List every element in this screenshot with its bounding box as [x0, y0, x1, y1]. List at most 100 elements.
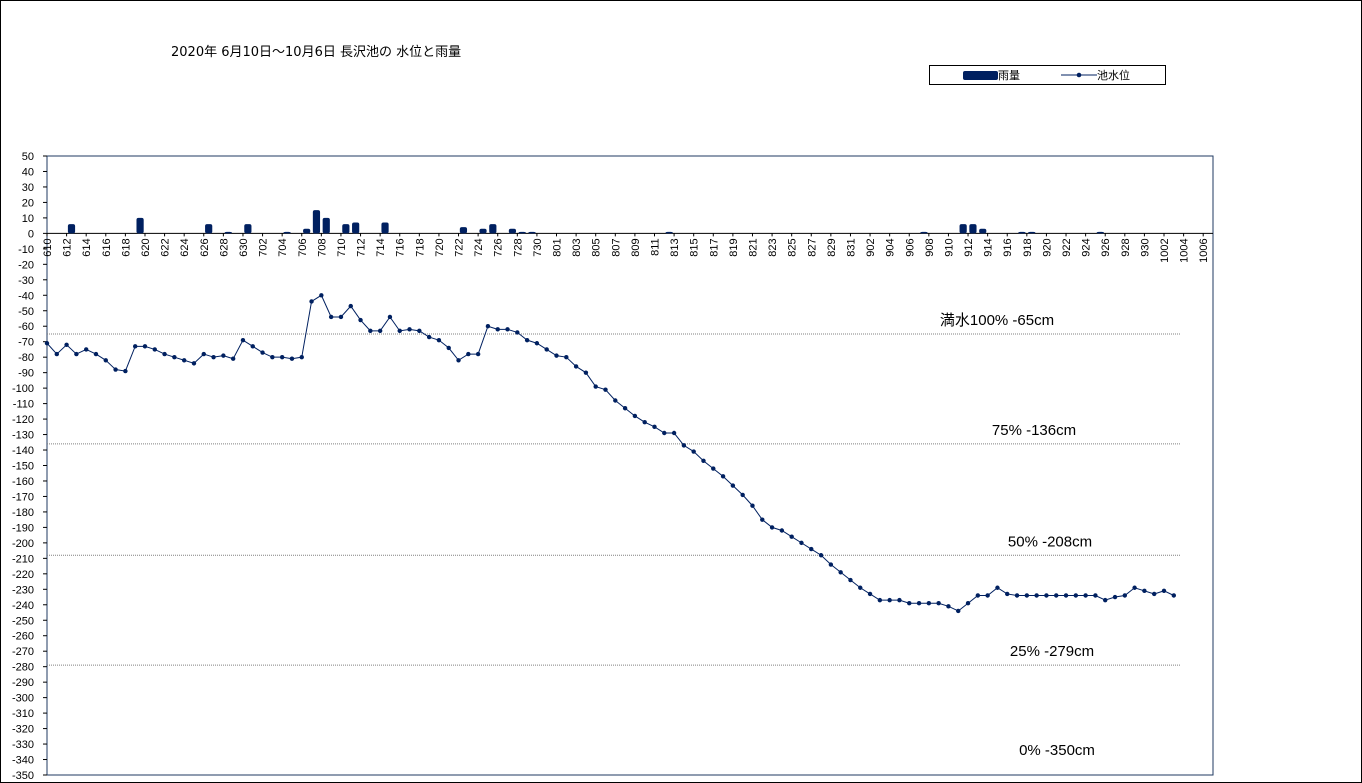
y-tick-label: -130 [12, 430, 34, 442]
water-level-point [662, 430, 667, 436]
water-level-point [505, 327, 510, 332]
water-level-point [1142, 588, 1147, 594]
water-level-point [181, 358, 187, 363]
water-level-point [368, 328, 373, 334]
rainfall-bar [479, 228, 487, 234]
x-tick-label: 904 [885, 238, 897, 256]
water-level-point [485, 324, 491, 329]
rainfall-bar [342, 224, 350, 234]
water-level-point [789, 534, 794, 539]
x-tick-label: 920 [1041, 238, 1053, 256]
water-level-point [1103, 597, 1108, 603]
water-level-point [887, 597, 892, 603]
water-level-point [534, 341, 540, 346]
y-tick-label: -10 [18, 244, 34, 256]
water-level-point [279, 354, 285, 360]
x-tick-label: 618 [120, 238, 132, 256]
water-level-point [191, 361, 197, 366]
x-tick-label: 624 [179, 238, 191, 256]
water-level-point [1083, 593, 1088, 598]
y-tick-label: -90 [18, 368, 34, 380]
legend: 雨量 池水位 [929, 65, 1166, 85]
water-level-point [985, 593, 990, 598]
water-level-point [250, 344, 255, 349]
y-tick-label: -310 [12, 708, 34, 720]
y-tick-label: 10 [22, 213, 34, 225]
water-level-point [123, 368, 128, 374]
y-tick-label: 40 [22, 166, 34, 178]
y-tick-label: -340 [12, 755, 34, 767]
water-level-point [1014, 593, 1020, 598]
water-level-point [83, 347, 89, 352]
water-level-point [1171, 593, 1177, 598]
x-tick-label: 728 [512, 238, 524, 256]
y-tick-label: -220 [12, 569, 34, 581]
y-tick-label: -350 [12, 770, 34, 782]
y-tick-label: -330 [12, 739, 34, 751]
water-level-point [309, 299, 314, 304]
y-tick-label: -270 [12, 646, 34, 658]
x-tick-label: 718 [414, 238, 426, 256]
y-tick-label: -140 [12, 445, 34, 457]
water-level-point [799, 540, 804, 546]
water-level-point [740, 492, 745, 498]
water-level-point [671, 430, 677, 436]
x-tick-label: 1004 [1179, 238, 1191, 262]
water-level-point [926, 601, 932, 606]
water-level-point [867, 591, 873, 597]
y-tick-label: 30 [22, 182, 34, 194]
water-level-point [358, 317, 363, 323]
rainfall-bar [136, 217, 144, 234]
water-level-point [466, 351, 471, 357]
x-tick-label: 706 [297, 238, 309, 256]
water-level-point [828, 562, 834, 567]
water-level-point [524, 337, 530, 343]
x-tick-label: 722 [454, 238, 466, 256]
x-tick-label: 821 [747, 238, 759, 256]
water-level-point [74, 351, 79, 357]
x-tick-label: 622 [160, 238, 172, 256]
water-level-point [613, 398, 618, 403]
reference-label: 50% -208cm [1008, 533, 1092, 550]
rainfall-bar [920, 231, 928, 234]
water-level-point [1044, 593, 1049, 598]
y-tick-label: -280 [12, 662, 34, 674]
water-level-point [544, 347, 549, 352]
x-tick-label: 626 [199, 238, 211, 256]
x-tick-label: 930 [1139, 238, 1151, 256]
rainfall-bar [969, 224, 977, 234]
water-level-point [573, 364, 579, 369]
water-level-point [387, 314, 393, 320]
water-level-point [142, 344, 148, 349]
y-tick-label: -70 [18, 337, 34, 349]
y-tick-label: -80 [18, 352, 34, 364]
x-tick-label: 908 [924, 238, 936, 256]
water-level-point [1005, 591, 1010, 597]
water-level-point [348, 303, 353, 309]
water-level-point [446, 345, 451, 351]
water-level-point [564, 354, 569, 360]
water-level-point [475, 351, 481, 357]
y-tick-label: -250 [12, 615, 34, 627]
water-level-point [132, 344, 138, 349]
water-level-point [897, 597, 902, 603]
x-tick-label: 803 [571, 238, 583, 256]
water-level-point [456, 358, 461, 363]
water-level-point [495, 327, 500, 332]
x-tick-label: 823 [767, 238, 779, 256]
water-level-point [338, 314, 344, 320]
rainfall-bar [224, 231, 232, 234]
water-level-point [916, 601, 922, 606]
water-level-point [848, 577, 853, 583]
y-tick-label: -190 [12, 522, 34, 534]
rainfall-bar [303, 228, 311, 234]
x-tick-label: 807 [610, 238, 622, 256]
x-tick-label: 825 [787, 238, 799, 256]
water-level-point [152, 347, 157, 352]
x-tick-label: 805 [591, 238, 603, 256]
water-level-point [838, 570, 843, 575]
water-level-point [946, 604, 951, 609]
water-level-point [64, 342, 69, 347]
y-tick-label: -150 [12, 461, 34, 473]
water-level-point [1093, 593, 1098, 598]
